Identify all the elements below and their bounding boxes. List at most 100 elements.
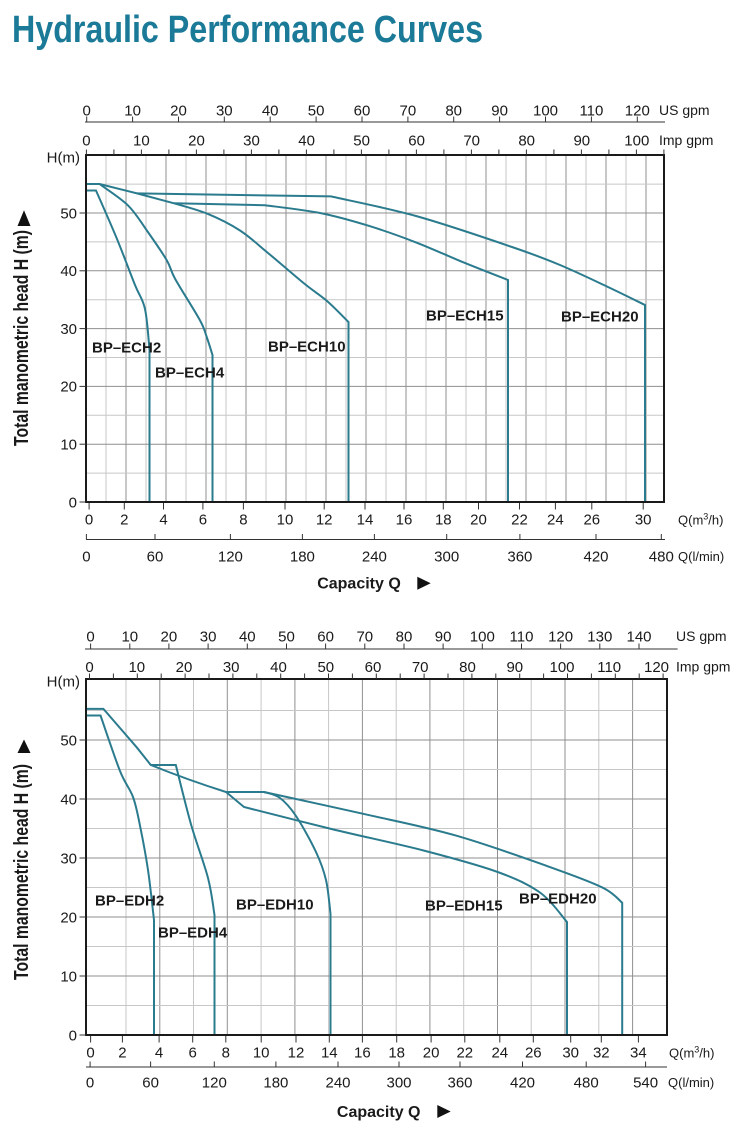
svg-text:60: 60 [142, 1074, 159, 1091]
svg-text:90: 90 [435, 628, 452, 645]
svg-text:14: 14 [357, 511, 374, 528]
svg-text:Imp gpm: Imp gpm [659, 132, 713, 148]
svg-text:360: 360 [507, 548, 532, 565]
svg-text:70: 70 [400, 102, 417, 119]
svg-text:14: 14 [321, 1044, 338, 1061]
svg-text:240: 240 [362, 548, 387, 565]
svg-text:4: 4 [159, 511, 167, 528]
svg-text:Q(l/min): Q(l/min) [668, 1075, 714, 1090]
svg-text:24: 24 [491, 1044, 508, 1061]
svg-text:US gpm: US gpm [676, 628, 727, 644]
svg-text:60: 60 [365, 659, 382, 676]
svg-text:30: 30 [223, 659, 240, 676]
svg-text:2: 2 [120, 511, 128, 528]
svg-text:30: 30 [60, 321, 77, 338]
svg-text:20: 20 [188, 132, 205, 149]
svg-text:16: 16 [354, 1044, 371, 1061]
svg-text:18: 18 [388, 1044, 405, 1061]
svg-text:40: 40 [60, 791, 77, 808]
svg-text:40: 40 [298, 132, 315, 149]
svg-text:100: 100 [624, 132, 649, 149]
svg-text:120: 120 [202, 1074, 227, 1091]
svg-text:100: 100 [533, 102, 558, 119]
svg-text:Imp gpm: Imp gpm [676, 659, 730, 675]
svg-text:12: 12 [316, 511, 333, 528]
svg-text:0: 0 [69, 494, 77, 511]
svg-text:0: 0 [82, 548, 90, 565]
svg-text:BP–ECH2: BP–ECH2 [92, 339, 161, 356]
svg-text:Capacity Q: Capacity Q [317, 576, 401, 593]
svg-text:20: 20 [423, 1044, 440, 1061]
svg-text:480: 480 [649, 548, 674, 565]
svg-text:Total manometric head H (m): Total manometric head H (m) [11, 230, 33, 446]
svg-text:0: 0 [86, 1044, 94, 1061]
svg-text:0: 0 [85, 659, 93, 676]
svg-text:18: 18 [435, 511, 452, 528]
svg-text:BP–ECH10: BP–ECH10 [268, 338, 346, 355]
svg-text:10: 10 [128, 659, 145, 676]
svg-text:BP–EDH10: BP–EDH10 [236, 896, 314, 913]
svg-text:0: 0 [85, 511, 93, 528]
svg-text:22: 22 [456, 1044, 473, 1061]
svg-text:480: 480 [574, 1074, 599, 1091]
svg-text:50: 50 [308, 102, 325, 119]
svg-text:22: 22 [511, 511, 528, 528]
svg-text:20: 20 [170, 102, 187, 119]
svg-text:130: 130 [587, 628, 612, 645]
svg-text:30: 30 [635, 511, 652, 528]
svg-text:60: 60 [408, 132, 425, 149]
svg-text:70: 70 [356, 628, 373, 645]
svg-text:4: 4 [155, 1044, 163, 1061]
svg-text:6: 6 [189, 1044, 197, 1061]
svg-text:26: 26 [583, 511, 600, 528]
svg-text:8: 8 [222, 1044, 230, 1061]
svg-text:10: 10 [124, 102, 141, 119]
svg-text:BP–ECH20: BP–ECH20 [561, 308, 639, 325]
svg-text:10: 10 [253, 1044, 270, 1061]
svg-text:100: 100 [470, 628, 495, 645]
svg-text:180: 180 [263, 1074, 288, 1091]
svg-text:H(m): H(m) [47, 149, 80, 166]
svg-text:20: 20 [161, 628, 178, 645]
svg-text:10: 10 [60, 968, 77, 985]
svg-text:90: 90 [573, 132, 590, 149]
svg-text:2: 2 [118, 1044, 126, 1061]
svg-text:50: 50 [353, 132, 370, 149]
svg-text:0: 0 [86, 628, 94, 645]
svg-text:40: 40 [262, 102, 279, 119]
svg-text:30: 30 [216, 102, 233, 119]
svg-text:30: 30 [200, 628, 217, 645]
svg-text:20: 20 [470, 511, 487, 528]
svg-text:BP–EDH15: BP–EDH15 [425, 897, 503, 914]
svg-text:40: 40 [60, 263, 77, 280]
svg-text:20: 20 [60, 909, 77, 926]
svg-text:100: 100 [549, 659, 574, 676]
svg-text:240: 240 [325, 1074, 350, 1091]
svg-text:80: 80 [459, 659, 476, 676]
svg-text:20: 20 [176, 659, 193, 676]
svg-text:40: 40 [270, 659, 287, 676]
svg-text:10: 10 [277, 511, 294, 528]
svg-text:26: 26 [525, 1044, 542, 1061]
svg-text:24: 24 [547, 511, 564, 528]
svg-text:120: 120 [548, 628, 573, 645]
svg-text:110: 110 [597, 659, 621, 676]
svg-text:60: 60 [317, 628, 334, 645]
svg-text:Hydraulic Performance Curves: Hydraulic Performance Curves [12, 9, 483, 51]
svg-text:16: 16 [396, 511, 413, 528]
svg-text:0: 0 [83, 102, 91, 119]
svg-text:BP–ECH15: BP–ECH15 [426, 307, 504, 324]
svg-text:140: 140 [626, 628, 651, 645]
svg-text:80: 80 [396, 628, 413, 645]
svg-text:300: 300 [386, 1074, 411, 1091]
svg-text:BP–EDH20: BP–EDH20 [519, 890, 597, 907]
svg-text:BP–EDH2: BP–EDH2 [95, 892, 164, 909]
svg-text:6: 6 [199, 511, 207, 528]
svg-text:120: 120 [644, 659, 669, 676]
svg-text:50: 50 [278, 628, 295, 645]
svg-text:Q(l/min): Q(l/min) [678, 549, 724, 564]
svg-text:420: 420 [583, 548, 608, 565]
svg-text:US gpm: US gpm [659, 102, 710, 118]
svg-text:8: 8 [239, 511, 247, 528]
svg-text:34: 34 [630, 1044, 647, 1061]
